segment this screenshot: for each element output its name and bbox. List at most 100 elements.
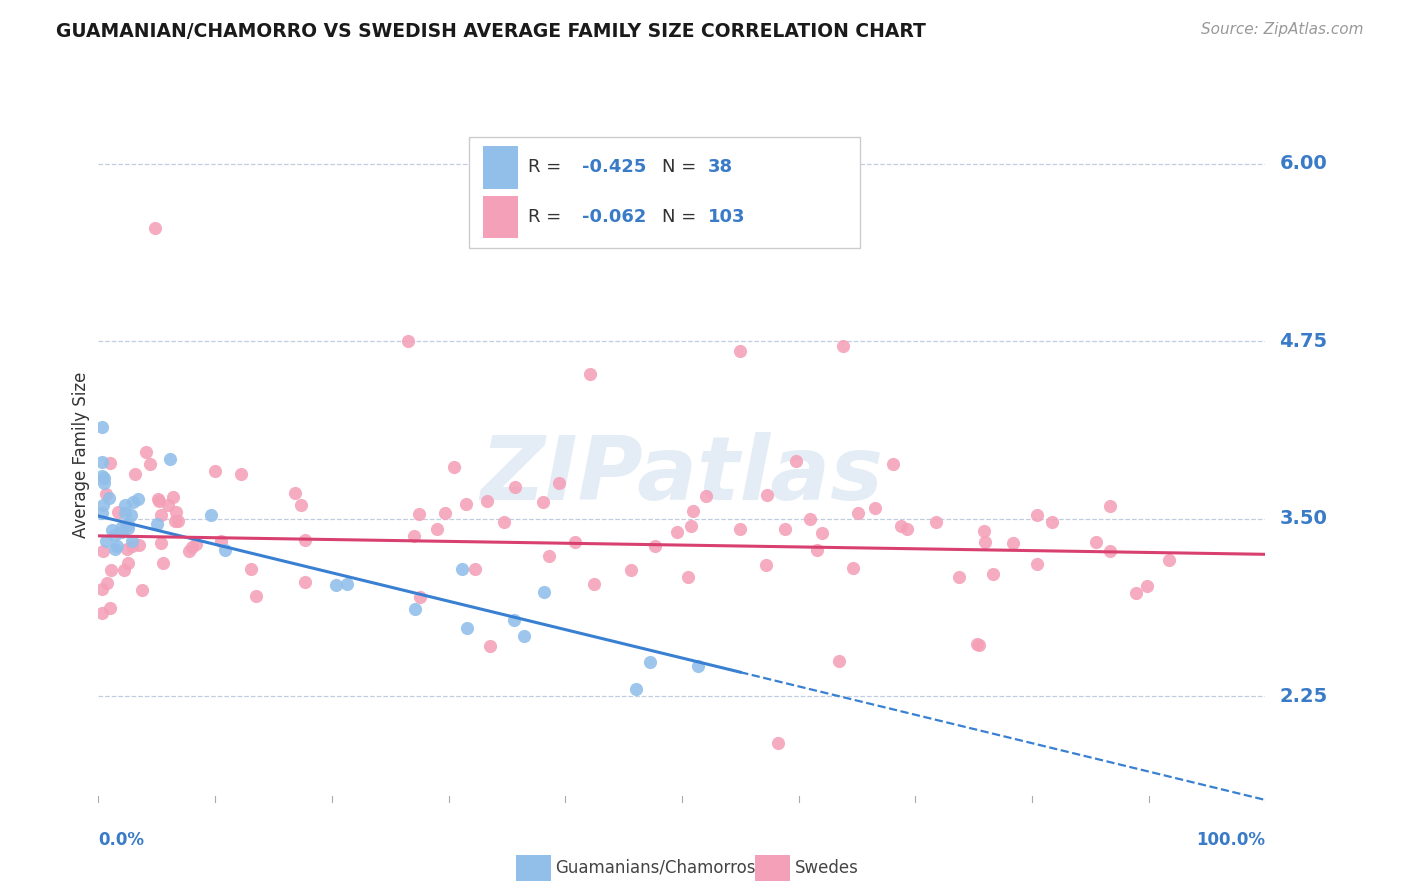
Point: [799, 512, 821, 526]
Point: [245, 590, 267, 604]
Text: -0.062: -0.062: [582, 208, 645, 226]
Point: [209, 534, 232, 549]
Text: -0.425: -0.425: [582, 159, 645, 177]
Point: [806, 543, 828, 558]
Point: [107, 505, 129, 519]
Point: [1040, 515, 1063, 529]
Text: 3.50: 3.50: [1279, 509, 1327, 528]
Point: [149, 508, 172, 522]
Point: [756, 488, 779, 502]
Point: [186, 537, 208, 551]
Point: [145, 516, 167, 531]
Point: [139, 458, 162, 472]
Point: [105, 539, 128, 553]
Text: Swedes: Swedes: [794, 859, 858, 877]
Point: [475, 494, 498, 508]
Point: [492, 515, 515, 529]
Point: [101, 523, 124, 537]
Point: [214, 543, 236, 558]
Point: [152, 556, 174, 570]
Point: [863, 501, 886, 516]
Point: [755, 558, 778, 572]
Point: [131, 583, 153, 598]
Point: [180, 540, 202, 554]
Point: [111, 525, 134, 540]
Point: [827, 654, 849, 668]
Text: N =: N =: [662, 159, 702, 177]
Point: [120, 508, 142, 522]
Point: [426, 522, 449, 536]
Point: [90, 469, 112, 483]
Point: [165, 505, 187, 519]
Point: [503, 480, 526, 494]
Point: [443, 460, 465, 475]
Point: [1157, 553, 1180, 567]
Point: [1025, 557, 1047, 571]
Text: 2.25: 2.25: [1279, 687, 1327, 706]
Point: [537, 549, 560, 563]
Point: [513, 629, 536, 643]
Point: [682, 504, 704, 518]
Point: [93, 544, 115, 558]
Point: [128, 538, 150, 552]
Point: [325, 578, 347, 592]
Point: [110, 521, 132, 535]
Point: [396, 334, 419, 349]
Point: [148, 493, 170, 508]
Point: [773, 523, 796, 537]
Text: 0.0%: 0.0%: [98, 830, 145, 848]
Point: [117, 521, 139, 535]
Point: [135, 445, 157, 459]
Point: [91, 455, 114, 469]
Point: [464, 562, 486, 576]
Point: [91, 498, 114, 512]
Text: R =: R =: [529, 159, 567, 177]
Point: [1026, 508, 1049, 522]
Point: [810, 526, 832, 541]
Point: [1084, 534, 1107, 549]
Point: [948, 570, 970, 584]
Point: [402, 529, 425, 543]
Point: [981, 566, 1004, 581]
Point: [966, 637, 988, 651]
Point: [456, 621, 478, 635]
Point: [533, 584, 555, 599]
Point: [728, 522, 751, 536]
Point: [90, 606, 112, 620]
Point: [200, 508, 222, 522]
Point: [103, 542, 125, 557]
Point: [404, 601, 426, 615]
Point: [408, 507, 430, 521]
Point: [240, 562, 263, 576]
Point: [93, 471, 115, 485]
Point: [112, 563, 135, 577]
Point: [229, 467, 252, 481]
Text: 4.75: 4.75: [1279, 332, 1327, 351]
Point: [148, 492, 170, 507]
Point: [115, 542, 138, 557]
Point: [890, 519, 912, 533]
Text: Guamanians/Chamorros: Guamanians/Chamorros: [555, 859, 756, 877]
Point: [503, 613, 526, 627]
Point: [666, 524, 689, 539]
Point: [117, 517, 139, 532]
Point: [1098, 499, 1121, 513]
Point: [686, 658, 709, 673]
Point: [624, 682, 647, 697]
Point: [973, 524, 995, 539]
Point: [1098, 544, 1121, 558]
Point: [96, 533, 118, 548]
Text: 6.00: 6.00: [1279, 154, 1327, 173]
Point: [644, 539, 666, 553]
Point: [848, 506, 870, 520]
Text: R =: R =: [529, 208, 567, 226]
Point: [409, 590, 432, 604]
Point: [564, 534, 586, 549]
Point: [479, 639, 502, 653]
Point: [96, 487, 118, 501]
Point: [785, 454, 807, 468]
Point: [114, 498, 136, 512]
Point: [768, 736, 790, 750]
Point: [1125, 586, 1147, 600]
Point: [124, 467, 146, 482]
